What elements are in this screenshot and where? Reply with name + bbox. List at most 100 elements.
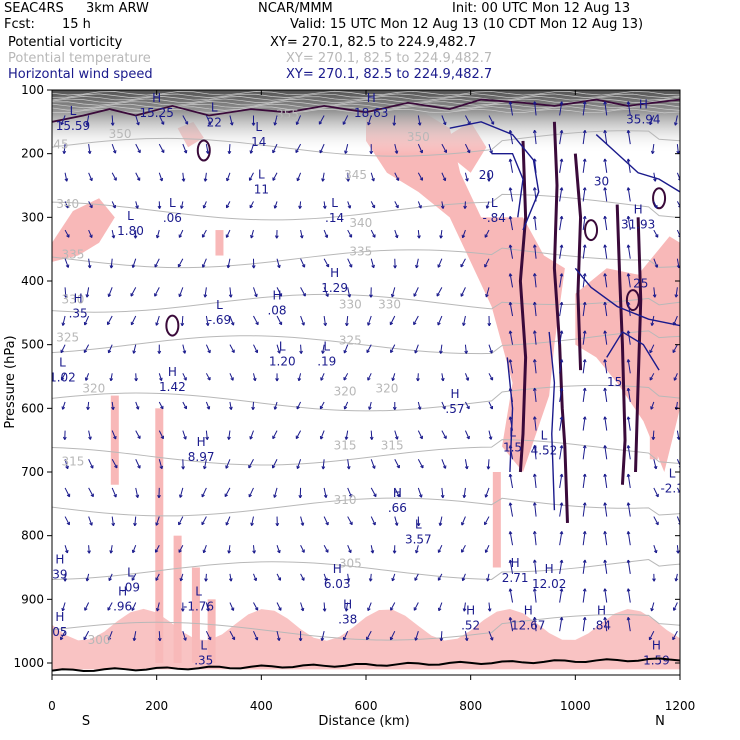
- wind-vector: [110, 258, 113, 269]
- wind-vector: [534, 130, 537, 145]
- wind-vector-head: [107, 293, 112, 298]
- wind-vector-head: [84, 607, 88, 611]
- y-tick-label: 100: [21, 83, 44, 97]
- wind-vector: [107, 315, 113, 325]
- wind-vector-head: [559, 473, 564, 478]
- theta-contour-330: [52, 293, 680, 313]
- y-tick-label: 600: [21, 401, 44, 415]
- wind-vector-head: [301, 549, 305, 553]
- wind-vector-head: [603, 244, 607, 248]
- wind-vector-head: [112, 204, 116, 209]
- wind-vector-head: [183, 436, 187, 440]
- wind-vector: [344, 143, 349, 154]
- wind-vector-head: [110, 122, 115, 126]
- wind-vector: [534, 158, 537, 173]
- wind-vector-head: [603, 531, 607, 535]
- wind-vector-head: [655, 521, 659, 526]
- wind-vector-head: [207, 349, 211, 354]
- wind-vector-head: [131, 577, 135, 581]
- wind-vector-head: [559, 273, 564, 277]
- wind-vector-head: [674, 578, 679, 582]
- wind-vector: [415, 258, 419, 268]
- wind-vector: [604, 388, 608, 403]
- wind-vector: [273, 487, 278, 498]
- pv-contour-closed: [165, 314, 180, 337]
- wind-vector-head: [183, 377, 187, 381]
- wind-vector-head: [271, 465, 276, 469]
- valid-label: Valid: 15 UTC Mon 12 Aug 13 (10 CDT Mon …: [290, 17, 644, 32]
- wind-vector: [559, 531, 563, 546]
- wind-vector-head: [437, 264, 441, 268]
- wind-vector: [627, 273, 631, 288]
- wind-vector-head: [437, 549, 442, 553]
- extremum-high-marker: H: [333, 562, 342, 576]
- wind-vector-head: [582, 445, 587, 449]
- wind-vector-head: [132, 350, 136, 354]
- wind-vector-head: [348, 264, 353, 268]
- wind-vector-head: [464, 637, 469, 642]
- theta-label: 305: [339, 557, 362, 571]
- theta-label: 315: [381, 439, 404, 453]
- wind-vector-head: [394, 234, 399, 239]
- wind-vector: [182, 430, 187, 440]
- wind-vector: [323, 602, 326, 612]
- shading-streak: [155, 408, 164, 663]
- wind-vector: [676, 201, 680, 208]
- wind-vector-head: [83, 636, 87, 641]
- wind-vector-head: [466, 149, 471, 154]
- wind-vector-head: [107, 349, 112, 354]
- wind-vector: [367, 373, 372, 381]
- extremum-value: 1.5: [503, 440, 522, 454]
- pv-contour-closed: [652, 187, 667, 210]
- wind-vector: [272, 172, 278, 181]
- wind-vector: [394, 459, 400, 469]
- stratosphere-contour: [52, 106, 680, 111]
- wind-vector-head: [413, 607, 418, 611]
- y-tick-label: 500: [21, 338, 44, 352]
- x-tick-label: 400: [250, 699, 273, 713]
- wind-vector: [559, 273, 563, 288]
- wind-vector: [534, 588, 537, 603]
- wind-vector: [202, 229, 207, 238]
- wind-vector-head: [111, 522, 116, 527]
- wind-vector-head: [325, 549, 329, 553]
- theta-label: 315: [61, 455, 84, 469]
- wind-vector: [108, 630, 113, 641]
- extremum-high-marker: H: [118, 585, 127, 599]
- wind-vector: [229, 287, 232, 298]
- wind-vector: [676, 516, 680, 525]
- wind-vector-head: [182, 350, 187, 354]
- wind-vector-head: [532, 531, 537, 535]
- wind-vector-head: [201, 521, 205, 526]
- wind-vector: [417, 143, 423, 154]
- wind-vector-head: [626, 158, 631, 162]
- wind-vector-head: [508, 330, 513, 334]
- wind-vector: [229, 401, 232, 410]
- wind-vector: [177, 258, 184, 268]
- wind-vector-head: [88, 436, 92, 440]
- init-label: Init: 00 UTC Mon 12 Aug 13: [452, 1, 631, 16]
- wind-vector-head: [440, 494, 445, 499]
- extremum-value: 6.03: [324, 577, 351, 591]
- wind-vector: [651, 602, 655, 612]
- extremum-low-marker: L: [331, 196, 338, 210]
- extremum-value: 12.67: [511, 619, 545, 633]
- wind-vector: [347, 487, 353, 498]
- wind-vector: [582, 330, 586, 345]
- wind-vector: [155, 315, 160, 326]
- wind-vector: [627, 474, 631, 488]
- wind-vector: [322, 344, 325, 354]
- wind-vector-head: [559, 416, 564, 420]
- wind-vector-head: [254, 293, 258, 298]
- wind-vector: [347, 545, 352, 553]
- wind-vector: [180, 573, 184, 582]
- wind-vector-head: [112, 150, 117, 154]
- wind-vector: [582, 187, 586, 202]
- wind-vector: [417, 459, 424, 469]
- wind-vector-head: [344, 608, 349, 612]
- wind-vector-head: [252, 550, 256, 554]
- wind-vector-head: [346, 466, 351, 470]
- wind-vector-head: [90, 493, 94, 498]
- wind-vector-head: [508, 130, 513, 134]
- wind-vector: [276, 315, 283, 325]
